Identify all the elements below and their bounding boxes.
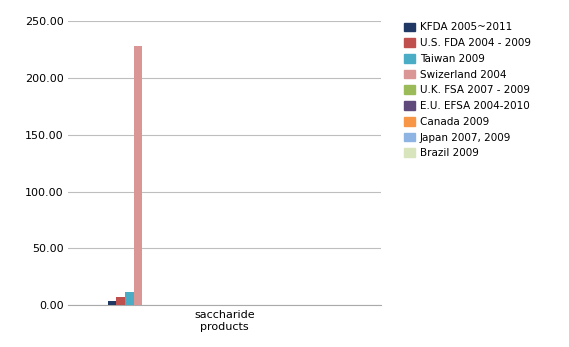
Bar: [117, 297, 125, 305]
Bar: [108, 302, 117, 305]
Legend: KFDA 2005~2011, U.S. FDA 2004 - 2009, Taiwan 2009, Swizerland 2004, U.K. FSA 200: KFDA 2005~2011, U.S. FDA 2004 - 2009, Ta…: [402, 20, 533, 160]
Bar: [125, 292, 134, 305]
Bar: [134, 46, 142, 305]
